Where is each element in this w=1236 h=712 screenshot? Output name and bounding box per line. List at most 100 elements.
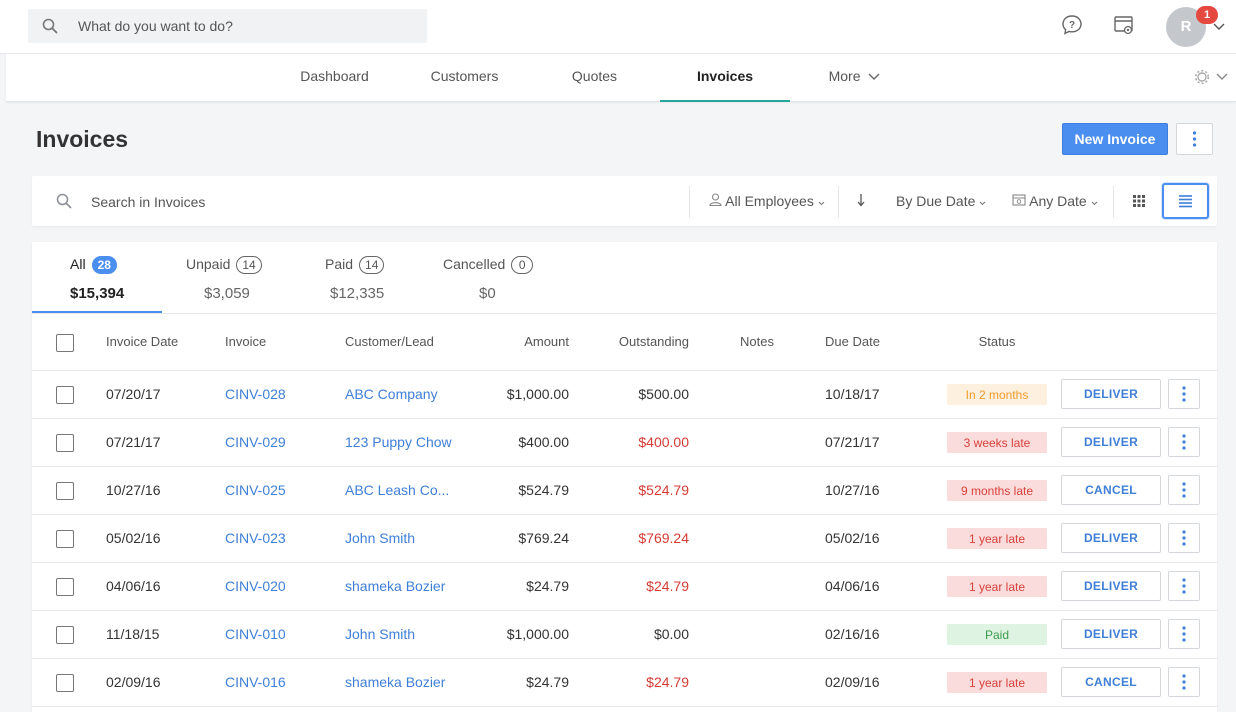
column-header[interactable]: Notes (740, 334, 774, 349)
global-search-placeholder: What do you want to do? (78, 18, 233, 34)
sort-direction-icon[interactable] (856, 192, 866, 211)
column-header[interactable]: Status (978, 334, 1016, 349)
status-tab-label: Paid 14 (325, 256, 385, 274)
row-menu-button[interactable] (1168, 667, 1200, 697)
tab-label: Invoices (696, 68, 754, 84)
row-checkbox[interactable] (56, 482, 74, 500)
invoice-search-input[interactable]: Search in Invoices (91, 194, 206, 210)
amount: $524.79 (518, 482, 569, 498)
invoice-link[interactable]: CINV-020 (225, 578, 286, 594)
row-checkbox[interactable] (56, 578, 74, 596)
table-row[interactable]: 11/18/15 CINV-010 John Smith $1,000.00 $0.00… (32, 611, 1217, 659)
deliver-button[interactable]: DELIVER (1061, 379, 1161, 409)
invoice-date: 11/18/15 (106, 626, 160, 642)
select-all-checkbox[interactable] (56, 334, 74, 352)
column-header[interactable]: Due Date (825, 334, 880, 349)
cancel-button[interactable]: CANCEL (1061, 667, 1161, 697)
deliver-button[interactable]: DELIVER (1061, 427, 1161, 457)
calendar-icon (1012, 193, 1026, 209)
divider (32, 370, 1217, 371)
search-icon (42, 18, 58, 39)
invoice-date: 02/09/16 (106, 674, 161, 690)
tab-more[interactable]: More (796, 54, 913, 102)
customer-link[interactable]: ABC Company (345, 386, 438, 402)
column-header[interactable]: Amount (524, 334, 569, 349)
status-tab-paid[interactable]: Paid 14 $12,335 (287, 242, 412, 312)
invoice-date: 07/21/17 (106, 434, 161, 450)
row-menu-button[interactable] (1168, 379, 1200, 409)
chevron-down-icon[interactable] (1213, 18, 1225, 36)
settings-window-icon[interactable] (1113, 14, 1135, 41)
due-date: 02/09/16 (825, 674, 880, 690)
amount: $1,000.00 (506, 626, 569, 642)
column-header[interactable]: Invoice Date (106, 334, 179, 349)
invoice-link[interactable]: CINV-028 (225, 386, 286, 402)
status-tab-cancelled[interactable]: Cancelled 0 $0 (412, 242, 552, 312)
customer-link[interactable]: John Smith (345, 530, 416, 546)
table-row[interactable]: 05/02/16 CINV-023 John Smith $769.24 $769.24… (32, 515, 1217, 563)
tab-dashboard[interactable]: Dashboard (276, 54, 393, 102)
grid-view-button[interactable] (1125, 183, 1153, 219)
row-checkbox[interactable] (56, 674, 74, 692)
table-row[interactable]: 04/06/16 CINV-020 shameka Bozier $24.79 $24.… (32, 563, 1217, 611)
status-tab-label: All 28 (70, 256, 117, 274)
more-actions-button[interactable] (1176, 123, 1213, 155)
deliver-button[interactable]: DELIVER (1061, 571, 1161, 601)
amount: $24.79 (526, 674, 569, 690)
help-chat-icon[interactable]: ? (1061, 14, 1083, 41)
tab-invoices[interactable]: Invoices (660, 54, 790, 102)
divider (689, 186, 690, 218)
row-checkbox[interactable] (56, 530, 74, 548)
deliver-button[interactable]: DELIVER (1061, 619, 1161, 649)
customer-link[interactable]: 123 Puppy Chow (345, 434, 452, 450)
row-menu-button[interactable] (1168, 619, 1200, 649)
invoice-link[interactable]: CINV-016 (225, 674, 286, 690)
column-header[interactable]: Invoice (225, 334, 267, 349)
row-checkbox[interactable] (56, 626, 74, 644)
cancel-button[interactable]: CANCEL (1061, 475, 1161, 505)
customer-link[interactable]: shameka Bozier (345, 674, 446, 690)
outstanding: $24.79 (646, 674, 689, 690)
due-date: 07/21/17 (825, 434, 880, 450)
global-search-input[interactable]: What do you want to do? (28, 9, 427, 43)
tab-label: Dashboard (300, 68, 369, 84)
customer-link[interactable]: ABC Leash Co... (345, 482, 450, 498)
table-row[interactable]: 07/21/17 CINV-029 123 Puppy Chow $400.00 $40… (32, 419, 1217, 467)
kebab-icon (1169, 626, 1199, 652)
new-invoice-button[interactable]: New Invoice (1062, 123, 1168, 155)
sort-filter[interactable]: By Due Date (896, 193, 986, 209)
tab-customers[interactable]: Customers (406, 54, 523, 102)
count-badge: 0 (511, 256, 534, 274)
row-menu-button[interactable] (1168, 475, 1200, 505)
row-menu-button[interactable] (1168, 523, 1200, 553)
status-tab-unpaid[interactable]: Unpaid 14 $3,059 (162, 242, 287, 312)
list-icon (1164, 195, 1207, 221)
invoice-link[interactable]: CINV-010 (225, 626, 286, 642)
tab-label: More (828, 68, 861, 84)
row-menu-button[interactable] (1168, 427, 1200, 457)
chevron-down-icon (818, 193, 825, 209)
customer-link[interactable]: shameka Bozier (345, 578, 446, 594)
gear-icon[interactable] (1194, 68, 1228, 91)
row-checkbox[interactable] (56, 386, 74, 404)
tab-quotes[interactable]: Quotes (536, 54, 653, 102)
table-row[interactable]: 10/27/16 CINV-025 ABC Leash Co... $524.79 $5… (32, 467, 1217, 515)
date-filter[interactable]: Any Date (1012, 193, 1098, 209)
status-tab-all[interactable]: All 28 $15,394 (32, 242, 162, 312)
column-header[interactable]: Outstanding (618, 334, 689, 349)
page-title: Invoices (36, 126, 129, 152)
invoice-link[interactable]: CINV-025 (225, 482, 286, 498)
row-checkbox[interactable] (56, 434, 74, 452)
row-menu-button[interactable] (1168, 571, 1200, 601)
status-tab-amount: $12,335 (330, 285, 385, 302)
deliver-button[interactable]: DELIVER (1061, 523, 1161, 553)
invoice-link[interactable]: CINV-023 (225, 530, 286, 546)
table-row[interactable]: 02/09/16 CINV-016 shameka Bozier $24.79 $24.… (32, 659, 1217, 707)
table-row[interactable]: 07/20/17 CINV-028 ABC Company $1,000.00 $500… (32, 371, 1217, 419)
list-view-button[interactable] (1162, 183, 1209, 219)
column-header[interactable]: Customer/Lead (345, 334, 434, 349)
employees-filter[interactable]: All Employees (709, 193, 825, 209)
outstanding: $400.00 (638, 434, 689, 450)
invoice-link[interactable]: CINV-029 (225, 434, 286, 450)
customer-link[interactable]: John Smith (345, 626, 416, 642)
